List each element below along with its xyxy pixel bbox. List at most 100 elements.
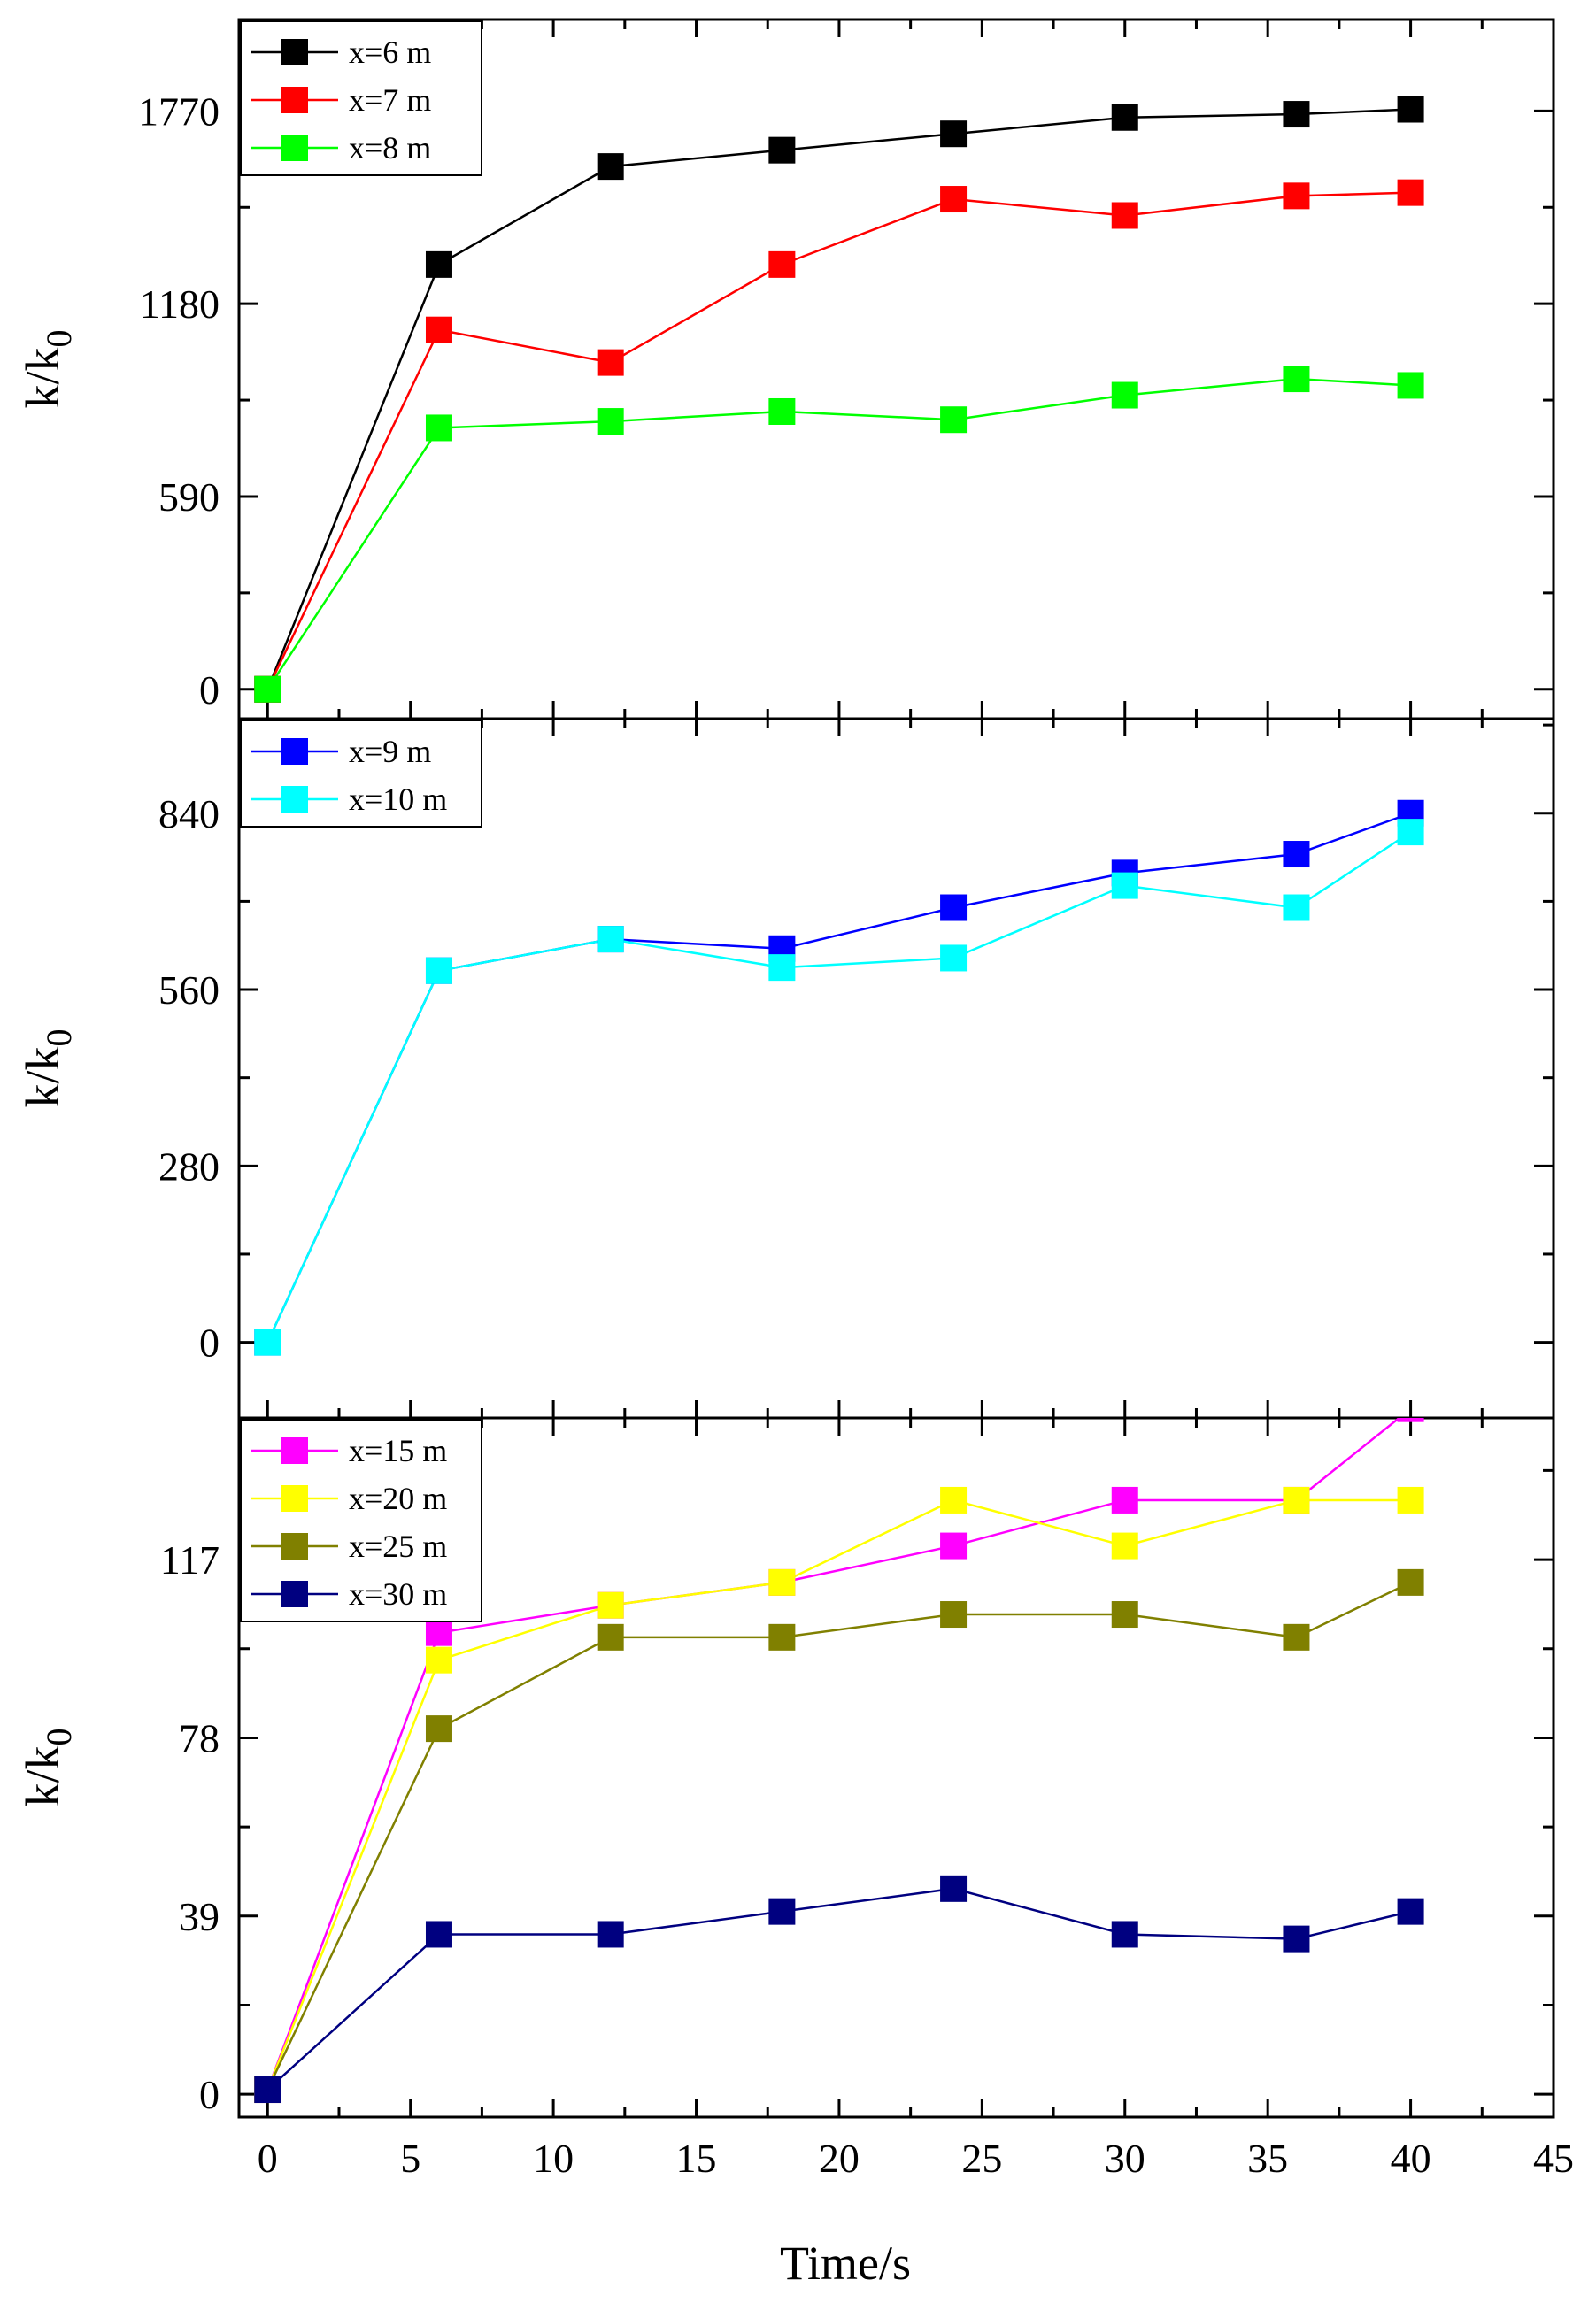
legend-marker xyxy=(281,1533,308,1560)
legend-marker xyxy=(281,39,308,65)
data-point xyxy=(1111,1486,1138,1514)
series-line xyxy=(266,831,1412,1344)
y-axis-title-main: k/k xyxy=(16,1046,69,1107)
y-axis-title-subscript: 0 xyxy=(39,1728,79,1745)
series-line xyxy=(266,108,1411,690)
y-tick-label: 0 xyxy=(199,1321,220,1366)
data-point xyxy=(1397,372,1424,399)
data-point xyxy=(1397,1486,1424,1514)
data-point xyxy=(1397,1898,1424,1925)
data-point xyxy=(1111,202,1138,229)
y-tick-label: 840 xyxy=(158,791,220,836)
data-point xyxy=(254,2076,281,2104)
legend-label: x=20 m xyxy=(349,1481,447,1516)
legend-marker xyxy=(281,1437,308,1464)
data-point xyxy=(940,944,968,972)
y-tick-label: 560 xyxy=(158,967,220,1013)
data-point xyxy=(940,894,968,921)
data-point xyxy=(597,1623,624,1651)
data-point xyxy=(425,414,452,442)
legend-label: x=25 m xyxy=(349,1529,447,1564)
y-tick-label: 78 xyxy=(179,1715,220,1760)
legend-label: x=15 m xyxy=(349,1433,447,1468)
x-tick-label: 35 xyxy=(1247,2136,1288,2181)
data-point xyxy=(1283,841,1310,868)
data-point xyxy=(425,316,452,343)
data-point xyxy=(768,954,796,982)
data-point xyxy=(597,926,624,953)
data-point xyxy=(425,1619,452,1646)
data-point xyxy=(254,675,281,703)
legend-label: x=6 m xyxy=(349,35,431,70)
y-axis-title-main: k/k xyxy=(16,1745,69,1806)
data-point xyxy=(768,397,796,425)
data-point xyxy=(940,120,968,148)
legend-label: x=10 m xyxy=(349,782,447,817)
data-point xyxy=(940,1532,968,1560)
data-point xyxy=(597,153,624,181)
data-point xyxy=(597,349,624,376)
legend-marker xyxy=(281,1485,308,1512)
y-tick-label: 0 xyxy=(199,667,220,712)
legend-label: x=7 m xyxy=(349,82,431,118)
legend-label: x=30 m xyxy=(349,1576,447,1612)
x-tick-label: 40 xyxy=(1391,2136,1431,2181)
x-tick-label: 10 xyxy=(533,2136,574,2181)
series-line xyxy=(266,1498,1411,2091)
series-line xyxy=(266,191,1411,690)
data-point xyxy=(597,1591,624,1619)
data-point xyxy=(940,186,968,213)
series-line xyxy=(266,1418,1401,2091)
data-point xyxy=(940,406,968,434)
y-tick-label: 1180 xyxy=(140,281,220,327)
data-point xyxy=(768,136,796,164)
data-point xyxy=(1111,872,1138,899)
data-point xyxy=(425,1715,452,1743)
data-point xyxy=(1397,1568,1424,1596)
x-tick-label: 20 xyxy=(819,2136,860,2181)
x-tick-label: 45 xyxy=(1533,2136,1574,2181)
x-tick-label: 5 xyxy=(400,2136,420,2181)
data-point xyxy=(1397,819,1424,846)
legend-label: x=8 m xyxy=(349,130,431,166)
x-tick-label: 25 xyxy=(961,2136,1002,2181)
plot-frame xyxy=(237,1416,1555,2119)
data-point xyxy=(1397,179,1424,206)
plot-area xyxy=(254,799,1424,1356)
plot-area xyxy=(254,96,1424,703)
series-line xyxy=(266,1887,1411,2091)
data-point xyxy=(768,1898,796,1925)
data-point xyxy=(1283,1925,1310,1953)
data-point xyxy=(940,1486,968,1514)
data-point xyxy=(425,250,452,278)
x-axis-title: Time/s xyxy=(780,2237,911,2290)
data-point xyxy=(940,1601,968,1629)
legend-marker xyxy=(281,1581,308,1607)
y-axis-title: k/k0 xyxy=(16,1028,79,1107)
data-point xyxy=(1397,96,1424,123)
y-axis-title: k/k0 xyxy=(16,1728,79,1806)
y-tick-label: 0 xyxy=(199,2072,220,2117)
legend-marker xyxy=(281,786,308,813)
data-point xyxy=(1111,104,1138,131)
data-point xyxy=(1283,1623,1310,1651)
legend-marker xyxy=(281,87,308,113)
data-point xyxy=(597,1921,624,1948)
data-point xyxy=(254,1329,281,1356)
y-axis-title-subscript: 0 xyxy=(39,329,79,347)
legend-marker xyxy=(281,738,308,765)
data-point xyxy=(425,1921,452,1948)
data-point xyxy=(1283,182,1310,210)
data-point xyxy=(1111,1921,1138,1948)
data-point xyxy=(425,957,452,984)
legend-box xyxy=(240,20,482,176)
y-axis-title-main: k/k xyxy=(16,347,69,408)
data-point xyxy=(940,1875,968,1902)
data-point xyxy=(425,1646,452,1674)
data-point xyxy=(1283,1486,1310,1514)
series-line xyxy=(266,812,1412,1344)
series-line xyxy=(266,1581,1412,2091)
